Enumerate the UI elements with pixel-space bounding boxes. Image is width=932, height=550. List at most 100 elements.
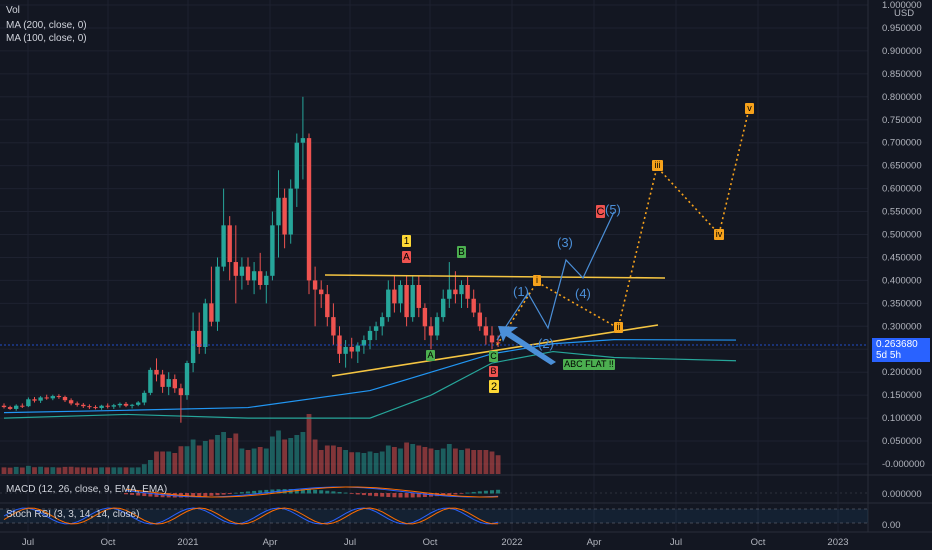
volume-bar: [440, 448, 446, 474]
volume-bar: [263, 448, 269, 474]
legend-ma200[interactable]: MA (200, close, 0): [6, 20, 87, 31]
candle-body: [489, 335, 495, 343]
volume-bar: [453, 448, 458, 474]
candle-body: [477, 312, 482, 327]
candle-body: [264, 275, 269, 285]
candle-body: [26, 399, 31, 407]
macd-tick-label: 0.000000: [882, 489, 922, 500]
macd-histogram-bar: [355, 493, 360, 495]
candle-body: [123, 403, 129, 406]
moving-average-lines: [3, 339, 737, 419]
candle-body: [221, 225, 226, 267]
macd-histogram-bar: [313, 489, 318, 494]
volume-bar: [483, 450, 489, 474]
time-axis[interactable]: Jul Oct 2021 Apr Jul Oct 2022 Apr Jul Oct 2023: [0, 531, 932, 548]
legend-vol[interactable]: Vol: [6, 5, 20, 16]
price-tick-label: 0.700000: [882, 138, 922, 149]
volume-bar: [154, 451, 159, 474]
macd-histogram-bar: [197, 493, 202, 497]
macd-histogram-bar: [142, 493, 147, 497]
wave-iii-label-box: [652, 160, 663, 171]
volume-bar: [209, 439, 214, 474]
volume-bar: [288, 438, 294, 474]
macd-histogram-bar: [368, 493, 372, 496]
volume-bar: [19, 467, 25, 474]
candlesticks[interactable]: [1, 96, 501, 423]
candle-body: [276, 197, 281, 226]
volume-bar: [276, 430, 281, 474]
volume-bar: [233, 433, 239, 474]
time-tick-label: Jul: [22, 537, 34, 548]
candle-body: [270, 225, 275, 276]
volume-bar: [416, 445, 422, 474]
candle-body: [404, 284, 409, 318]
stoch-tick-label: 0.00: [882, 520, 901, 531]
volume-bar: [87, 467, 92, 474]
price-tick-label: 0.900000: [882, 46, 922, 57]
volume-bar: [190, 439, 196, 474]
macd-histogram-bar: [416, 493, 421, 498]
volume-bar: [294, 435, 300, 474]
macd-histogram-bar: [227, 493, 232, 494]
wave-c-red-label: C: [597, 206, 605, 218]
time-tick-label: Apr: [263, 537, 278, 548]
macd-histogram-bar: [300, 489, 305, 494]
support-line: [331, 324, 659, 377]
wave-i-label-box: [533, 275, 541, 286]
candle-body: [416, 284, 421, 308]
macd-histogram-bar: [422, 493, 427, 498]
wave-v-label: v: [747, 103, 752, 113]
volume-bar: [270, 436, 275, 474]
time-tick-label: Oct: [423, 537, 438, 548]
candle-body: [459, 284, 464, 295]
volume-bar: [422, 447, 428, 474]
candle-body: [331, 317, 336, 336]
price-tick-label: 0.800000: [882, 92, 922, 103]
volume-bar: [398, 448, 403, 474]
price-tick-label: 0.500000: [882, 230, 922, 241]
price-tick-label: 0.100000: [882, 413, 922, 424]
macd-label[interactable]: MACD (12, 26, close, 9, EMA, EMA): [6, 484, 168, 495]
wave-a-red-label-box: [402, 251, 411, 263]
wave-4-projection-label: (4): [575, 286, 591, 301]
candle-body: [93, 407, 98, 409]
volume-bar: [74, 467, 80, 474]
wave-a-green-label-box: [426, 350, 435, 361]
volume-bar: [44, 467, 50, 474]
volume-bar: [93, 467, 98, 474]
legend-ma100[interactable]: MA (100, close, 0): [6, 33, 87, 44]
abc-flat-label-box: [563, 359, 615, 370]
macd-histogram-bar: [319, 490, 324, 494]
candle-body: [367, 330, 373, 341]
candle-body: [148, 369, 153, 393]
wave-5-projection-label: (5): [605, 202, 621, 217]
candle-body: [428, 326, 434, 336]
currency-label: USD: [894, 8, 914, 19]
price-tick-label: 0.300000: [882, 321, 922, 332]
wave-b-green-label-box: [457, 246, 466, 258]
volume-bar: [367, 451, 373, 474]
candle-body: [160, 374, 165, 387]
macd-histogram-bar: [398, 493, 403, 498]
macd-histogram-bar: [203, 493, 208, 497]
volume-bar: [361, 453, 367, 474]
volume-bar: [160, 451, 165, 474]
wave-v-label-box: [745, 103, 754, 114]
volume-bar: [324, 445, 330, 474]
macd-histogram-bar: [264, 489, 269, 494]
volume-bar: [300, 432, 306, 474]
stoch-rsi-label[interactable]: Stoch RSI (3, 3, 14, 14, close): [6, 509, 140, 520]
candle-body: [75, 403, 80, 405]
stoch-d-line: [3, 507, 499, 525]
price-tick-label: 0.750000: [882, 115, 922, 126]
volume-bar: [459, 450, 464, 474]
candle-body: [349, 346, 354, 352]
macd-histogram-bar: [483, 490, 488, 494]
wave-1-label-box: [402, 235, 411, 247]
volume-bar: [129, 467, 135, 474]
stoch-k-line: [3, 507, 499, 525]
stoch-rsi-pane: [0, 507, 868, 525]
macd-histogram-bar: [386, 493, 391, 498]
